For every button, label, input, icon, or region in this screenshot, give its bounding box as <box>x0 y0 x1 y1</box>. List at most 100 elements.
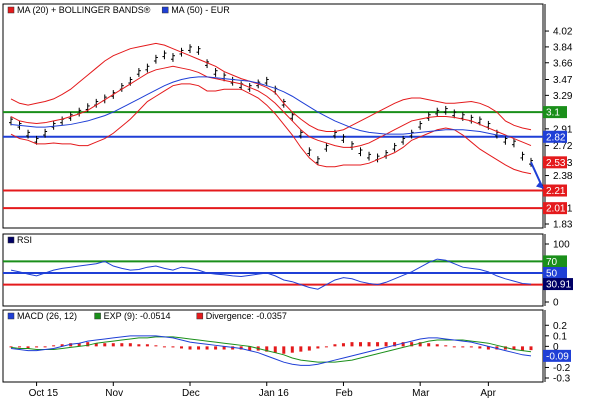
series-line <box>10 83 532 175</box>
divergence-bar <box>52 345 56 347</box>
rsi-value-label: 30.91 <box>546 280 571 291</box>
series-line <box>10 76 531 138</box>
divergence-bar <box>512 346 516 350</box>
divergence-bar <box>26 346 30 349</box>
y-tick-label: 2.72 <box>553 141 573 152</box>
divergence-bar <box>77 343 81 347</box>
divergence-bar <box>410 342 414 347</box>
level-tag-label: 2.01 <box>546 204 566 215</box>
series-line <box>10 42 532 132</box>
rsi-line <box>10 258 532 290</box>
y-tick-label: 4.02 <box>553 27 573 38</box>
x-tick-label: Apr <box>480 388 496 399</box>
divergence-bar <box>299 346 303 352</box>
y-tick-label: 1.83 <box>553 220 573 231</box>
divergence-bar <box>179 346 183 349</box>
divergence-bar <box>9 346 13 348</box>
level-tag <box>543 106 567 119</box>
divergence-bar <box>350 342 354 347</box>
x-tick-label: Nov <box>105 388 123 399</box>
divergence-bar <box>461 346 465 348</box>
x-tick-label: Oct 15 <box>29 388 59 399</box>
divergence-bar <box>111 343 115 347</box>
divergence-bar <box>401 342 405 347</box>
divergence-bar <box>188 346 192 350</box>
divergence-bar <box>273 346 277 353</box>
legend-label: MA (50) - EUR <box>171 5 230 15</box>
divergence-bar <box>248 346 252 351</box>
divergence-bar <box>18 346 22 348</box>
macd-panel: MACD (26, 12) EXP (9): -0.0514 Divergence:… <box>2 309 571 385</box>
legend-label: MACD (26, 12) <box>17 311 77 321</box>
y-tick-label: 100 <box>553 240 570 251</box>
divergence-bar <box>376 342 380 347</box>
y-tick-label: 2.38 <box>553 171 573 182</box>
divergence-bar <box>435 344 439 347</box>
legend-swatch <box>161 6 169 14</box>
divergence-bar <box>35 346 39 348</box>
rsi-panel: RSI1007050300705030.91 <box>2 233 573 309</box>
y-tick-label: 0 <box>553 342 559 353</box>
level-tag <box>543 130 567 143</box>
x-tick-label: Dec <box>182 388 200 399</box>
divergence-bar <box>384 342 388 347</box>
divergence-bar <box>469 346 473 348</box>
series-line <box>10 65 532 148</box>
divergence-bar <box>324 346 328 348</box>
divergence-bar <box>503 346 507 350</box>
legend-swatch <box>7 236 15 244</box>
divergence-bar <box>333 344 337 347</box>
exp-line <box>10 336 532 363</box>
divergence-bar <box>43 346 47 348</box>
divergence-bar <box>103 343 107 347</box>
divergence-bar <box>86 342 90 347</box>
y-tick-label: 3.47 <box>553 75 573 86</box>
legend-swatch <box>196 312 204 320</box>
divergence-bar <box>205 346 209 350</box>
divergence-bar <box>94 343 98 347</box>
divergence-bar <box>60 344 64 347</box>
level-tag-label: 2.21 <box>546 186 566 197</box>
legend-label: EXP (9): -0.0514 <box>104 311 171 321</box>
level-tag-label: 3.1 <box>546 108 560 119</box>
macd-line <box>10 335 532 366</box>
legend-label: MA (20) + BOLLINGER BANDS® <box>17 5 151 15</box>
divergence-bar <box>120 343 124 347</box>
divergence-bar <box>307 346 311 351</box>
level-tag-label: 50 <box>546 269 558 280</box>
x-axis: Oct 15 Nov Dec Jan 16 Feb Mar Apr <box>29 382 497 399</box>
y-tick-label: 0 <box>553 298 559 309</box>
rsi-value-tag <box>543 278 573 291</box>
last-price-label: 2.53 <box>546 158 566 169</box>
divergence-bar <box>265 346 269 352</box>
divergence-bar <box>367 342 371 347</box>
y-tick-label: 3.66 <box>553 58 573 69</box>
divergence-bar <box>239 346 243 350</box>
y-tick-label: -0.2 <box>553 363 571 374</box>
divergence-bar <box>520 346 524 351</box>
divergence-bar <box>427 343 431 347</box>
divergence-bar <box>486 346 490 350</box>
price-panel: MA (20) + BOLLINGER BANDS® MA (50) - EUR 4… <box>2 3 573 231</box>
y-tick-label: 3.29 <box>553 91 573 102</box>
divergence-bar <box>128 343 132 347</box>
divergence-bar <box>69 343 73 347</box>
last-price-tag <box>543 156 567 169</box>
divergence-bar <box>162 346 166 348</box>
macd-value-tag <box>543 349 571 362</box>
y-tick-label: 3.84 <box>553 42 573 53</box>
divergence-bar <box>529 346 533 351</box>
macd-value-label: -0.09 <box>546 351 569 362</box>
divergence-bar <box>341 343 345 347</box>
level-tag-label: 2.82 <box>546 132 566 143</box>
projection-arrowhead <box>536 181 543 189</box>
panel-frame <box>2 233 544 307</box>
legend-swatch <box>94 312 101 320</box>
level-tag <box>543 184 567 197</box>
level-tag <box>543 255 567 268</box>
divergence-bar <box>145 344 149 347</box>
panel-frame <box>2 3 544 229</box>
divergence-bar <box>444 345 448 347</box>
divergence-bar <box>316 346 320 349</box>
divergence-bar <box>393 342 397 347</box>
